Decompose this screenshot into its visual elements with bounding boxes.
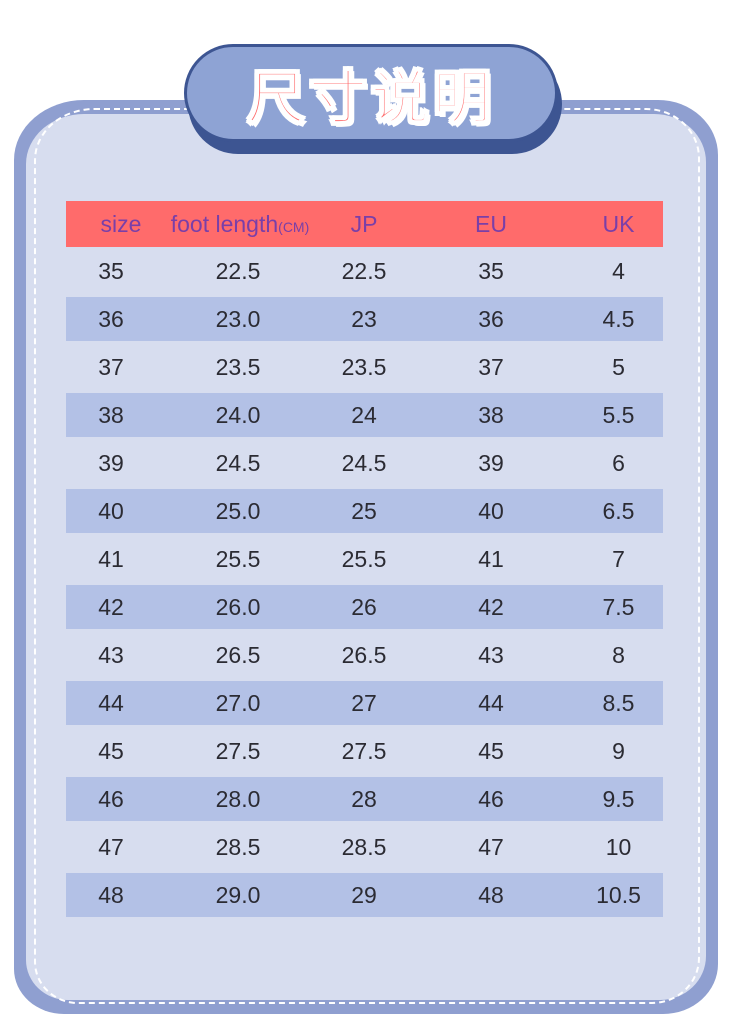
table-row: 43 26.5 26.5 43 8 <box>66 631 663 679</box>
cell-jp: 22.5 <box>341 257 387 284</box>
cell-foot-length: 23.0 <box>215 305 261 332</box>
page-title: 尺寸说明 <box>246 63 495 133</box>
cell-uk: 7 <box>612 545 625 572</box>
cell-jp: 23 <box>351 305 377 332</box>
cell-size: 37 <box>98 353 124 380</box>
cell-uk: 6.5 <box>602 497 635 524</box>
cell-eu: 42 <box>478 593 504 620</box>
cell-jp: 28.5 <box>341 833 387 860</box>
cell-eu: 46 <box>478 785 504 812</box>
cell-uk: 5.5 <box>602 401 635 428</box>
header-jp: JP <box>350 210 378 237</box>
table-row: 46 28.0 28 46 9.5 <box>66 777 663 821</box>
cell-eu: 48 <box>478 881 504 908</box>
table-row: 36 23.0 23 36 4.5 <box>66 297 663 341</box>
table-row: 41 25.5 25.5 41 7 <box>66 535 663 583</box>
cell-size: 40 <box>98 497 124 524</box>
header-foot-length-label: foot length <box>170 210 279 237</box>
cell-eu: 47 <box>478 833 504 860</box>
cell-jp: 26.5 <box>341 641 387 668</box>
size-table: size foot length(CM) JP EU UK 35 22.5 22.5… <box>66 201 663 919</box>
cell-uk: 9 <box>612 737 625 764</box>
cell-size: 36 <box>98 305 124 332</box>
cell-jp: 27 <box>351 689 377 716</box>
cell-eu: 38 <box>478 401 504 428</box>
cell-size: 42 <box>98 593 124 620</box>
cell-eu: 40 <box>478 497 504 524</box>
header-foot-length-unit: (CM) <box>278 218 310 235</box>
cell-size: 48 <box>98 881 124 908</box>
cell-foot-length: 28.5 <box>215 833 261 860</box>
cell-foot-length: 24.0 <box>215 401 261 428</box>
header-size: size <box>100 210 142 237</box>
cell-foot-length: 22.5 <box>215 257 261 284</box>
card-background <box>26 114 706 1000</box>
table-row: 45 27.5 27.5 45 9 <box>66 727 663 775</box>
table-row: 44 27.0 27 44 8.5 <box>66 681 663 725</box>
cell-foot-length: 29.0 <box>215 881 261 908</box>
cell-jp: 23.5 <box>341 353 387 380</box>
cell-foot-length: 27.0 <box>215 689 261 716</box>
table-row: 47 28.5 28.5 47 10 <box>66 823 663 871</box>
cell-jp: 26 <box>351 593 377 620</box>
cell-uk: 6 <box>612 449 625 476</box>
table-row: 42 26.0 26 42 7.5 <box>66 585 663 629</box>
cell-size: 46 <box>98 785 124 812</box>
cell-eu: 37 <box>478 353 504 380</box>
cell-foot-length: 28.0 <box>215 785 261 812</box>
header-uk: UK <box>602 210 635 237</box>
table-row: 35 22.5 22.5 35 4 <box>66 247 663 295</box>
cell-eu: 36 <box>478 305 504 332</box>
cell-eu: 43 <box>478 641 504 668</box>
cell-uk: 10.5 <box>596 881 641 908</box>
cell-jp: 29 <box>351 881 377 908</box>
cell-jp: 24 <box>351 401 377 428</box>
header-foot-length: foot length(CM) <box>156 211 320 238</box>
cell-jp: 24.5 <box>341 449 387 476</box>
table-row: 38 24.0 24 38 5.5 <box>66 393 663 437</box>
table-row: 40 25.0 25 40 6.5 <box>66 489 663 533</box>
cell-uk: 8 <box>612 641 625 668</box>
cell-size: 47 <box>98 833 124 860</box>
table-row: 48 29.0 29 48 10.5 <box>66 873 663 917</box>
table-row: 39 24.5 24.5 39 6 <box>66 439 663 487</box>
cell-jp: 27.5 <box>341 737 387 764</box>
cell-jp: 28 <box>351 785 377 812</box>
cell-size: 41 <box>98 545 124 572</box>
cell-eu: 45 <box>478 737 504 764</box>
cell-eu: 35 <box>478 257 504 284</box>
cell-jp: 25 <box>351 497 377 524</box>
cell-size: 45 <box>98 737 124 764</box>
cell-uk: 4 <box>612 257 625 284</box>
cell-foot-length: 23.5 <box>215 353 261 380</box>
table-body: 35 22.5 22.5 35 4 36 23.0 23 36 4.5 37 23.5 23.5 37 5 3… <box>66 247 663 917</box>
table-row: 37 23.5 23.5 37 5 <box>66 343 663 391</box>
cell-eu: 44 <box>478 689 504 716</box>
cell-eu: 39 <box>478 449 504 476</box>
header-eu: EU <box>475 210 507 237</box>
cell-foot-length: 26.5 <box>215 641 261 668</box>
title-banner: 尺寸说明 <box>184 44 558 142</box>
cell-uk: 9.5 <box>602 785 635 812</box>
cell-eu: 41 <box>478 545 504 572</box>
cell-foot-length: 27.5 <box>215 737 261 764</box>
cell-foot-length: 25.5 <box>215 545 261 572</box>
cell-size: 44 <box>98 689 124 716</box>
cell-uk: 8.5 <box>602 689 635 716</box>
cell-size: 43 <box>98 641 124 668</box>
cell-size: 39 <box>98 449 124 476</box>
cell-foot-length: 26.0 <box>215 593 261 620</box>
table-header-row: size foot length(CM) JP EU UK <box>66 201 663 247</box>
cell-uk: 7.5 <box>602 593 635 620</box>
cell-size: 38 <box>98 401 124 428</box>
cell-uk: 5 <box>612 353 625 380</box>
cell-size: 35 <box>98 257 124 284</box>
cell-jp: 25.5 <box>341 545 387 572</box>
cell-uk: 10 <box>605 833 632 860</box>
cell-foot-length: 24.5 <box>215 449 261 476</box>
cell-uk: 4.5 <box>602 305 635 332</box>
cell-foot-length: 25.0 <box>215 497 261 524</box>
